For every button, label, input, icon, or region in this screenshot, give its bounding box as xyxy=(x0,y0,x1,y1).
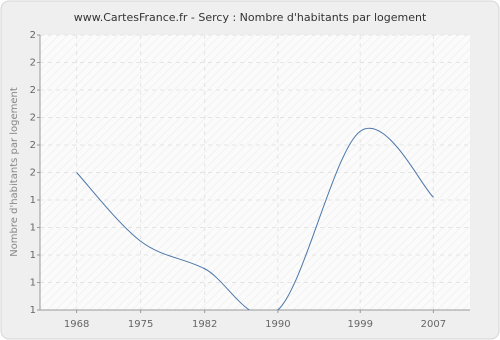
x-tick-label: 1999 xyxy=(347,319,372,330)
y-tick-label: 2 xyxy=(30,168,36,179)
y-tick-label: 1 xyxy=(30,223,36,234)
y-tick-label: 1 xyxy=(30,278,36,289)
y-tick-label: 1 xyxy=(30,250,36,261)
y-tick-label: 2 xyxy=(30,85,36,96)
chart-title: www.CartesFrance.fr - Sercy : Nombre d'h… xyxy=(74,11,427,24)
x-tick-label: 1968 xyxy=(64,319,89,330)
x-tick-label: 2007 xyxy=(421,319,446,330)
y-tick-label: 2 xyxy=(30,58,36,69)
x-tick-label: 1975 xyxy=(128,319,153,330)
x-tick-label: 1982 xyxy=(192,319,217,330)
plot-area xyxy=(40,35,470,310)
line-series xyxy=(76,127,434,310)
y-tick-label: 2 xyxy=(30,30,36,41)
x-tick-label: 1990 xyxy=(265,319,290,330)
y-tick-label: 2 xyxy=(30,113,36,124)
y-tick-label: 2 xyxy=(30,140,36,151)
y-tick-label: 1 xyxy=(30,305,36,316)
y-axis-label: Nombre d'habitants par logement xyxy=(9,87,20,257)
y-tick-label: 1 xyxy=(30,195,36,206)
